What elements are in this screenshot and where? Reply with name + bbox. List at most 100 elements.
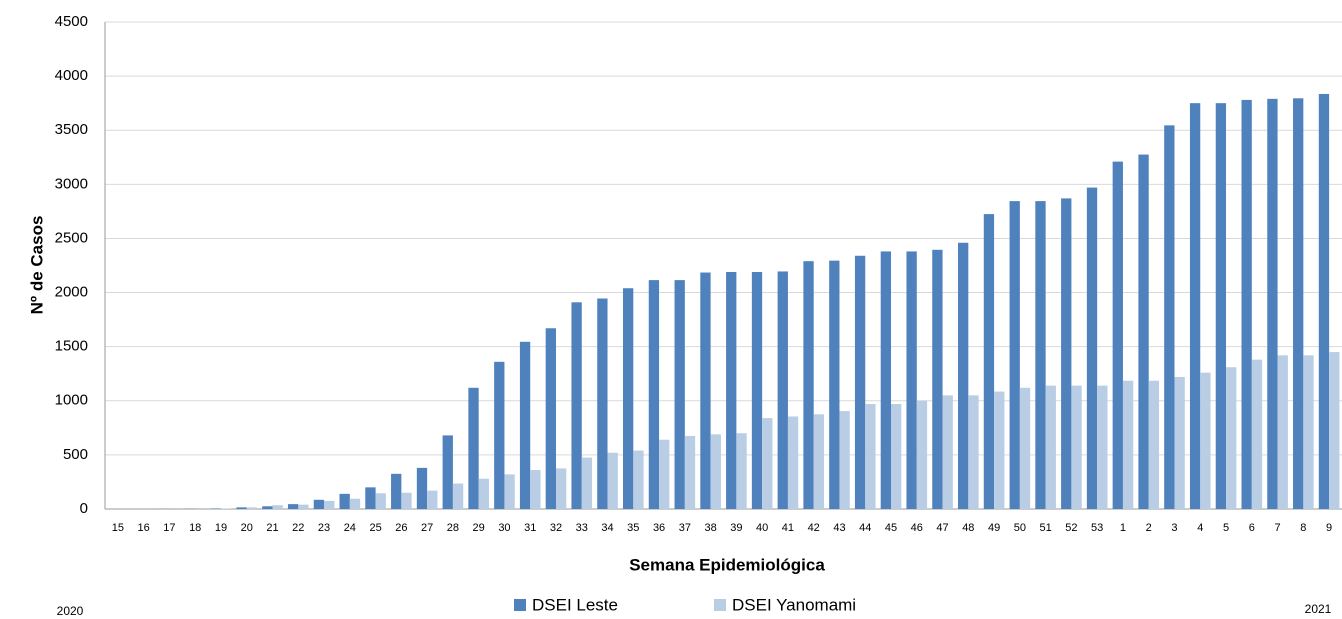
bar [220, 508, 232, 509]
bar [494, 361, 505, 509]
bar [1045, 385, 1056, 509]
x-tick-label: 33 [576, 522, 588, 534]
bar [607, 452, 618, 509]
bar [298, 504, 309, 509]
bar [442, 435, 453, 509]
x-tick-label: 39 [730, 522, 742, 534]
bar [1277, 355, 1288, 509]
bar [1035, 201, 1046, 509]
legend-swatch [514, 599, 526, 611]
bar [710, 434, 721, 509]
bar [762, 418, 773, 509]
bar [1200, 372, 1211, 509]
x-tick-label: 34 [601, 522, 613, 534]
legend-label: DSEI Leste [532, 595, 618, 614]
x-axis-title: Semana Epidemiológica [629, 555, 825, 574]
bar [736, 433, 747, 509]
bar [1061, 198, 1072, 509]
year-label: 2020 [57, 604, 84, 618]
y-tick-label: 1500 [55, 338, 88, 355]
bar [571, 302, 582, 509]
x-tick-label: 7 [1275, 522, 1281, 534]
x-tick-label: 4 [1197, 522, 1203, 534]
bar [1019, 387, 1031, 509]
bar [313, 499, 325, 509]
bar [375, 493, 386, 509]
bar [1009, 201, 1020, 509]
legend-label: DSEI Yanomami [732, 595, 856, 614]
bar [880, 251, 892, 510]
bar [1318, 93, 1330, 510]
x-tick-label: 40 [756, 522, 768, 534]
x-tick-label: 32 [550, 522, 562, 534]
x-tick-label: 38 [704, 522, 716, 534]
bar [787, 416, 799, 509]
bar [246, 507, 258, 509]
bar [891, 404, 902, 509]
bar [1241, 99, 1252, 510]
bar [700, 272, 711, 509]
y-tick-label: 500 [63, 446, 88, 463]
x-tick-label: 22 [292, 522, 304, 534]
x-tick-label: 24 [344, 522, 356, 534]
x-tick-label: 16 [138, 522, 150, 534]
bar [958, 242, 969, 510]
bar [1122, 380, 1134, 509]
x-tick-label: 5 [1223, 522, 1229, 534]
x-tick-label: 1 [1120, 522, 1126, 534]
bar [210, 508, 221, 509]
bar [813, 414, 825, 509]
x-tick-label: 43 [833, 522, 845, 534]
x-tick-label: 48 [962, 522, 974, 534]
bar [648, 280, 660, 509]
x-tick-label: 30 [498, 522, 510, 534]
x-tick-label: 17 [163, 522, 175, 534]
bar [906, 251, 917, 510]
bar [401, 492, 412, 509]
bar [674, 280, 685, 509]
x-tick-label: 46 [911, 522, 923, 534]
bar [1112, 161, 1123, 509]
year-label: 2021 [1305, 602, 1332, 616]
bar [1226, 367, 1237, 509]
y-tick-label: 3000 [55, 175, 88, 192]
bar [983, 214, 995, 509]
bar [622, 288, 634, 509]
bar [726, 271, 737, 509]
x-tick-label: 50 [1014, 522, 1026, 534]
bar [1293, 98, 1304, 510]
x-tick-label: 26 [395, 522, 407, 534]
bar [519, 341, 531, 509]
bar [839, 411, 850, 509]
bar [530, 470, 541, 509]
bar [994, 391, 1005, 509]
bar [916, 400, 928, 509]
bar [391, 473, 402, 509]
bar [597, 298, 608, 509]
bar [324, 500, 335, 509]
bar [262, 506, 273, 509]
bar [942, 395, 953, 509]
x-tick-label: 20 [241, 522, 253, 534]
x-tick-label: 37 [679, 522, 691, 534]
x-tick-label: 18 [189, 522, 201, 534]
x-tick-label: 2 [1146, 522, 1152, 534]
bar [555, 468, 567, 509]
x-tick-label: 52 [1065, 522, 1077, 534]
bar [545, 328, 556, 509]
y-tick-label: 0 [80, 500, 88, 517]
x-tick-label: 49 [988, 522, 1000, 534]
bar [633, 450, 644, 509]
y-tick-label: 4500 [55, 13, 88, 30]
bar [416, 467, 428, 509]
legend-swatch [714, 599, 726, 611]
bar [1303, 355, 1314, 509]
bar [865, 404, 876, 509]
bar [854, 255, 866, 509]
bar [751, 271, 763, 509]
bar [339, 493, 350, 509]
bar [1138, 154, 1149, 510]
x-tick-label: 6 [1249, 522, 1255, 534]
x-tick-label: 25 [369, 522, 381, 534]
